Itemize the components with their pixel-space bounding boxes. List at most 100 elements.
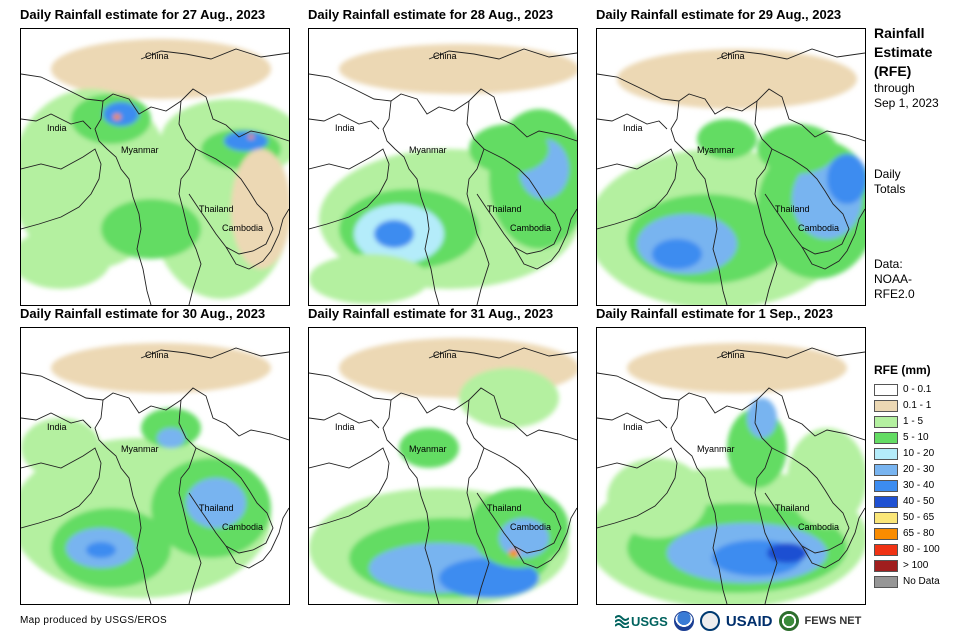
border-line	[382, 100, 440, 305]
legend-swatch	[874, 432, 898, 444]
map-panel-4: Daily Rainfall estimate for 30 Aug., 202…	[20, 303, 310, 605]
legend-title: RFE (mm)	[874, 363, 931, 377]
country-label-thailand: Thailand	[775, 204, 810, 214]
border-line	[754, 399, 778, 604]
country-label-cambodia: Cambodia	[798, 522, 839, 532]
border-line	[597, 372, 865, 441]
country-label-china: China	[721, 350, 745, 360]
legend-swatch	[874, 384, 898, 396]
border-line	[466, 100, 490, 305]
border-line	[309, 447, 390, 529]
legend-swatch	[874, 464, 898, 476]
rainfall-area-o	[113, 114, 121, 120]
country-label-china: China	[145, 51, 169, 61]
rainfall-area-lg	[787, 428, 865, 528]
country-label-india: India	[47, 123, 67, 133]
legend-item: > 100	[874, 559, 964, 575]
border-line	[670, 399, 728, 604]
border-line	[670, 100, 728, 305]
legend-item: 20 - 30	[874, 463, 964, 479]
rainfall-field	[21, 39, 289, 299]
border-line	[21, 113, 92, 130]
legend-item: 80 - 100	[874, 543, 964, 559]
rainfall-map-svg: China India Myanmar Thailand Cambodia	[597, 48, 865, 305]
country-label-thailand: Thailand	[199, 204, 234, 214]
border-line	[764, 447, 850, 554]
border-line	[382, 399, 440, 604]
rainfall-area-b	[439, 558, 539, 598]
border-line	[309, 113, 380, 130]
country-label-myanmar: Myanmar	[121, 145, 159, 155]
rainfall-area-b	[86, 542, 116, 558]
legend: RFE (mm) 0 - 0.1 0.1 - 1 1 - 5 5 - 10 10 - 2…	[874, 362, 964, 591]
panel-title: Daily Rainfall estimate for 31 Aug., 202…	[308, 306, 554, 321]
country-label-thailand: Thailand	[487, 503, 522, 513]
rainfall-area-b	[652, 239, 702, 269]
country-label-cambodia: Cambodia	[222, 522, 263, 532]
usaid-text: USAID	[725, 612, 773, 630]
legend-label: 0.1 - 1	[903, 400, 932, 411]
rainfall-area-tan	[51, 343, 271, 393]
country-label-india: India	[623, 123, 643, 133]
rainfall-map-svg: China India Myanmar Thailand Cambodia	[21, 343, 289, 604]
side-data-block: Data: NOAA- RFE2.0	[874, 257, 964, 302]
country-label-thailand: Thailand	[487, 204, 522, 214]
side-title-line: (RFE)	[874, 63, 912, 79]
map-panel-6: Daily Rainfall estimate for 1 Sep., 2023…	[596, 303, 886, 605]
border-line	[178, 100, 202, 305]
country-borders	[597, 48, 865, 305]
side-through: through	[874, 81, 915, 95]
country-label-cambodia: Cambodia	[510, 223, 551, 233]
side-daily-line: Daily	[874, 167, 901, 181]
country-borders	[309, 48, 577, 305]
border-line	[21, 148, 102, 230]
border-line	[309, 73, 577, 142]
border-line	[428, 347, 577, 359]
legend-label: 50 - 65	[903, 512, 935, 523]
rainfall-area-tan	[231, 149, 289, 269]
rainfall-map: China India Myanmar Thailand Cambodia	[596, 327, 866, 605]
country-label-india: India	[335, 422, 355, 432]
border-line	[476, 447, 562, 554]
usgs-wave-icon	[615, 615, 629, 628]
border-line	[94, 399, 152, 604]
rainfall-map-svg: China India Myanmar Thailand Cambodia	[309, 338, 577, 604]
legend-swatch	[874, 448, 898, 460]
border-line	[21, 447, 102, 529]
border-line	[513, 507, 577, 569]
side-data-line: Data:	[874, 257, 903, 271]
border-line	[309, 412, 380, 429]
rainfall-field	[309, 44, 577, 304]
border-line	[225, 507, 289, 569]
border-line	[94, 100, 152, 305]
rainfall-map-svg: China India Myanmar Thailand Cambodia	[597, 343, 865, 604]
panel-title: Daily Rainfall estimate for 28 Aug., 202…	[308, 7, 554, 22]
map-panel-5: Daily Rainfall estimate for 31 Aug., 202…	[308, 303, 598, 605]
country-label-thailand: Thailand	[775, 503, 810, 513]
side-data-line: RFE2.0	[874, 287, 915, 301]
side-date: Sep 1, 2023	[874, 96, 939, 110]
border-line	[597, 113, 668, 130]
legend-item: 1 - 5	[874, 415, 964, 431]
legend-label: 0 - 0.1	[903, 384, 932, 395]
rainfall-map: China India Myanmar Thailand Cambodia	[20, 327, 290, 605]
rainfall-area-lg	[21, 229, 111, 289]
rainfall-area-tan	[51, 39, 271, 99]
fewsnet-globe-icon	[778, 611, 799, 631]
credit-text: Map produced by USGS/EROS	[20, 615, 168, 626]
legend-swatch	[874, 560, 898, 572]
legend-swatch	[874, 480, 898, 492]
country-label-myanmar: Myanmar	[409, 444, 447, 454]
rainfall-map-svg: China India Myanmar Thailand Cambodia	[21, 39, 289, 305]
rainfall-map-svg: China India Myanmar Thailand Cambodia	[309, 44, 577, 305]
legend-label: 80 - 100	[903, 544, 940, 555]
legend-item: 10 - 20	[874, 447, 964, 463]
legend-item: No Data	[874, 575, 964, 591]
map-panel-1: Daily Rainfall estimate for 27 Aug., 202…	[20, 4, 310, 306]
border-line	[188, 447, 274, 554]
border-line	[801, 507, 865, 569]
legend-swatch	[874, 512, 898, 524]
legend-swatch	[874, 416, 898, 428]
legend-item: 40 - 50	[874, 495, 964, 511]
fewsnet-text: FEWS NET	[804, 615, 862, 627]
